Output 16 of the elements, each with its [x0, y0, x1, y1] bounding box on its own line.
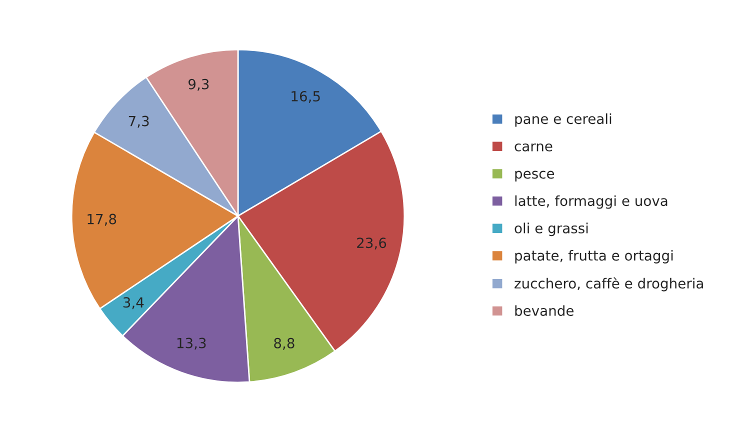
legend-label: bevande	[515, 305, 574, 316]
data-label: 9,3	[188, 78, 209, 91]
legend-label: pesce	[515, 170, 554, 182]
data-label: 8,8	[274, 338, 294, 350]
data-label: 3,4	[123, 297, 144, 310]
data-label: 23,6	[357, 238, 386, 250]
data-label: 17,8	[88, 214, 116, 226]
legend-label: oli e grassi	[514, 222, 588, 236]
data-label: 7,3	[128, 116, 149, 128]
data-label: 13,3	[177, 338, 206, 350]
data-label: 16,5	[292, 91, 320, 103]
legend-label: zucchero, caffè e drogheria	[514, 277, 703, 292]
legend-label: latte, formaggi e uova	[515, 195, 668, 209]
legend-label: pane e cereali	[515, 113, 612, 127]
legend-label: carne	[514, 143, 552, 152]
legend-label: patate, frutta e ortaggi	[515, 250, 673, 264]
